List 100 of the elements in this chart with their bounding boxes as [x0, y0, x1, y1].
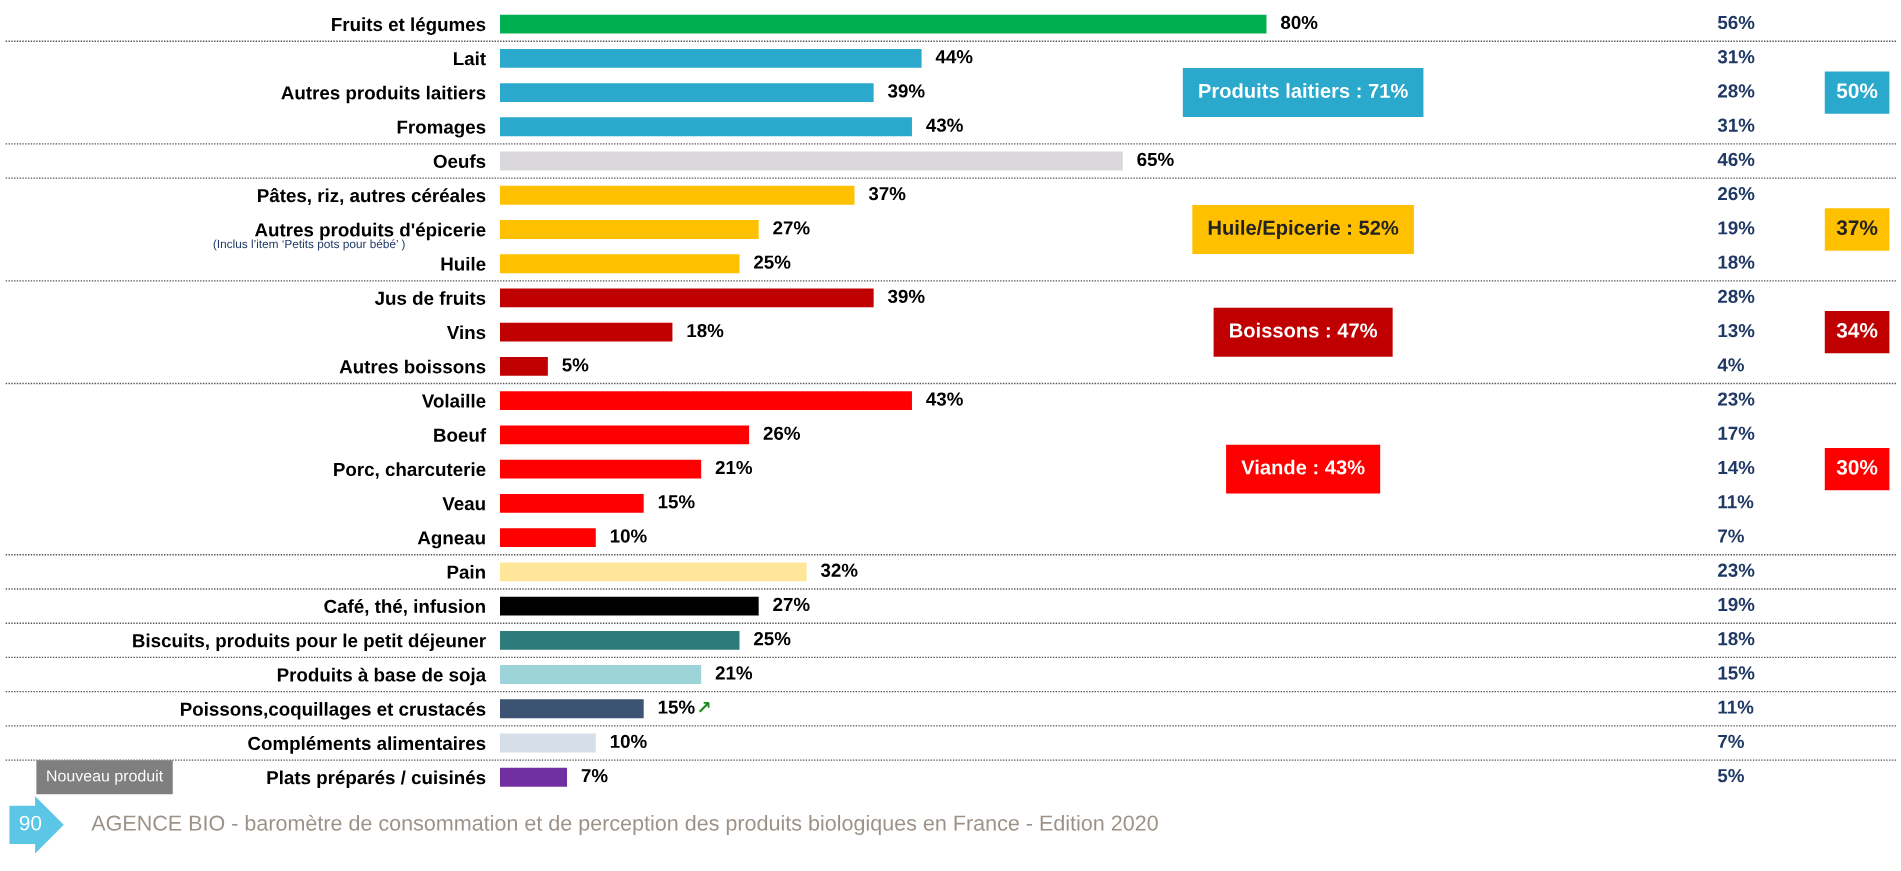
bar [499, 733, 596, 753]
annotation: ↗ [698, 702, 710, 713]
y-tick-label: Poissons,coquillages et crustacés [180, 701, 486, 720]
data-label: 15% [1718, 666, 1755, 680]
data-label: 10% [610, 529, 647, 543]
data-label: 19% [1718, 221, 1755, 235]
data-label: 27% [773, 597, 810, 612]
data-label: 39% [887, 84, 925, 98]
y-tick-label: Porc, charcuterie [334, 462, 486, 479]
text: 34% [1836, 323, 1878, 338]
data-label: 43% [926, 392, 963, 406]
data-label: 11% [1718, 700, 1754, 714]
y-tick-label: Veau [442, 497, 485, 511]
text: 90 [19, 815, 42, 831]
data-label: 7% [1718, 529, 1744, 543]
bar [499, 322, 673, 342]
data-label: 46% [1717, 152, 1755, 167]
text: AGENCE BIO - baromètre de consommation et de perception des produits biologiques en France - Edition 2020 [91, 814, 1158, 835]
bar [499, 117, 912, 137]
data-label: 23% [1718, 392, 1755, 406]
data-label: 4% [1717, 358, 1744, 372]
y-tick-label: Autres produits laitiers [281, 85, 486, 104]
bar [499, 425, 750, 445]
data-label: 28% [1718, 84, 1755, 98]
y-tick-label: Agneau [417, 531, 485, 549]
data-label: 14% [1718, 460, 1755, 475]
data-label: 21% [715, 666, 753, 680]
data-label: 17% [1718, 426, 1755, 440]
bar [499, 220, 759, 239]
bar [499, 562, 807, 582]
bar [499, 288, 874, 308]
y-tick-label: Produits à base de soja [277, 667, 487, 686]
bar [499, 699, 644, 719]
data-label: 19% [1718, 597, 1755, 612]
y-tick-label: Fruits et légumes [332, 17, 486, 35]
bar [499, 83, 874, 102]
data-label: 80% [1280, 15, 1318, 30]
bar [499, 357, 548, 376]
data-label: 21% [715, 460, 753, 475]
bar [499, 493, 644, 513]
data-label: 7% [581, 769, 608, 783]
y-tick-label: Vins [446, 325, 486, 340]
y-tick-label: Pâtes, riz, autres céréales [258, 188, 486, 205]
bar [499, 630, 740, 650]
data-label: 11% [1718, 495, 1754, 509]
text: (Inclus l’item ‘Petits pots pour bébé’ ) [213, 239, 405, 251]
data-label: 18% [1718, 632, 1755, 646]
data-label: 32% [820, 563, 858, 577]
y-tick-label: Plats préparés / cuisinés [267, 770, 486, 788]
y-tick-label: Fromages [397, 120, 486, 138]
annotation: Boissons : 47% [1230, 322, 1378, 338]
data-label: 15% [658, 495, 695, 509]
data-label: 25% [754, 255, 791, 269]
text: Nouveau produit [47, 769, 164, 785]
data-label: 31% [1717, 50, 1755, 64]
data-label: 10% [610, 734, 647, 749]
data-label: 26% [763, 426, 801, 440]
data-label: 26% [1718, 187, 1755, 201]
bar [499, 254, 740, 274]
bar [499, 151, 1123, 171]
y-tick-label: Autres boissons [339, 359, 486, 374]
bar [499, 14, 1267, 34]
y-tick-label: Pain [447, 565, 485, 579]
y-tick-label: Biscuits, produits pour le petit déjeuner [133, 633, 486, 652]
annotation: Produits laitiers : 71% [1199, 83, 1408, 98]
data-label: 18% [1718, 255, 1755, 269]
bar [499, 391, 912, 411]
y-tick-label: Lait [454, 51, 486, 66]
y-tick-label: Café, thé, infusion [324, 599, 485, 616]
data-label: 23% [1718, 563, 1755, 577]
bar [499, 185, 855, 205]
data-label: 25% [754, 632, 791, 646]
data-label: 37% [868, 187, 906, 201]
data-label: 13% [1718, 323, 1755, 338]
data-label: 5% [562, 358, 589, 372]
data-label: 15% [658, 700, 695, 714]
y-tick-label: Volaille [421, 393, 486, 408]
data-label: 18% [687, 323, 724, 338]
bar [499, 459, 702, 479]
data-label: 5% [1717, 769, 1744, 783]
bar [499, 665, 702, 684]
bar [499, 767, 568, 787]
data-label: 31% [1717, 118, 1755, 132]
bar [499, 48, 922, 68]
data-label: 39% [887, 289, 925, 304]
data-label: 7% [1718, 734, 1744, 748]
data-label: 28% [1718, 289, 1755, 303]
y-tick-label: Huile [441, 256, 486, 271]
text: 30% [1836, 459, 1878, 475]
data-label: 65% [1137, 152, 1174, 167]
y-tick-label: Boeuf [434, 428, 487, 442]
annotation: Viande : 43% [1241, 459, 1365, 475]
text: 50% [1836, 83, 1878, 99]
y-tick-label: Compléments alimentaires [248, 736, 486, 754]
y-tick-label: Oeufs [433, 154, 486, 168]
data-label: 43% [926, 118, 963, 132]
data-label: 56% [1717, 15, 1755, 30]
text: 37% [1836, 220, 1878, 236]
bar [499, 528, 596, 548]
data-label: 27% [773, 221, 810, 235]
